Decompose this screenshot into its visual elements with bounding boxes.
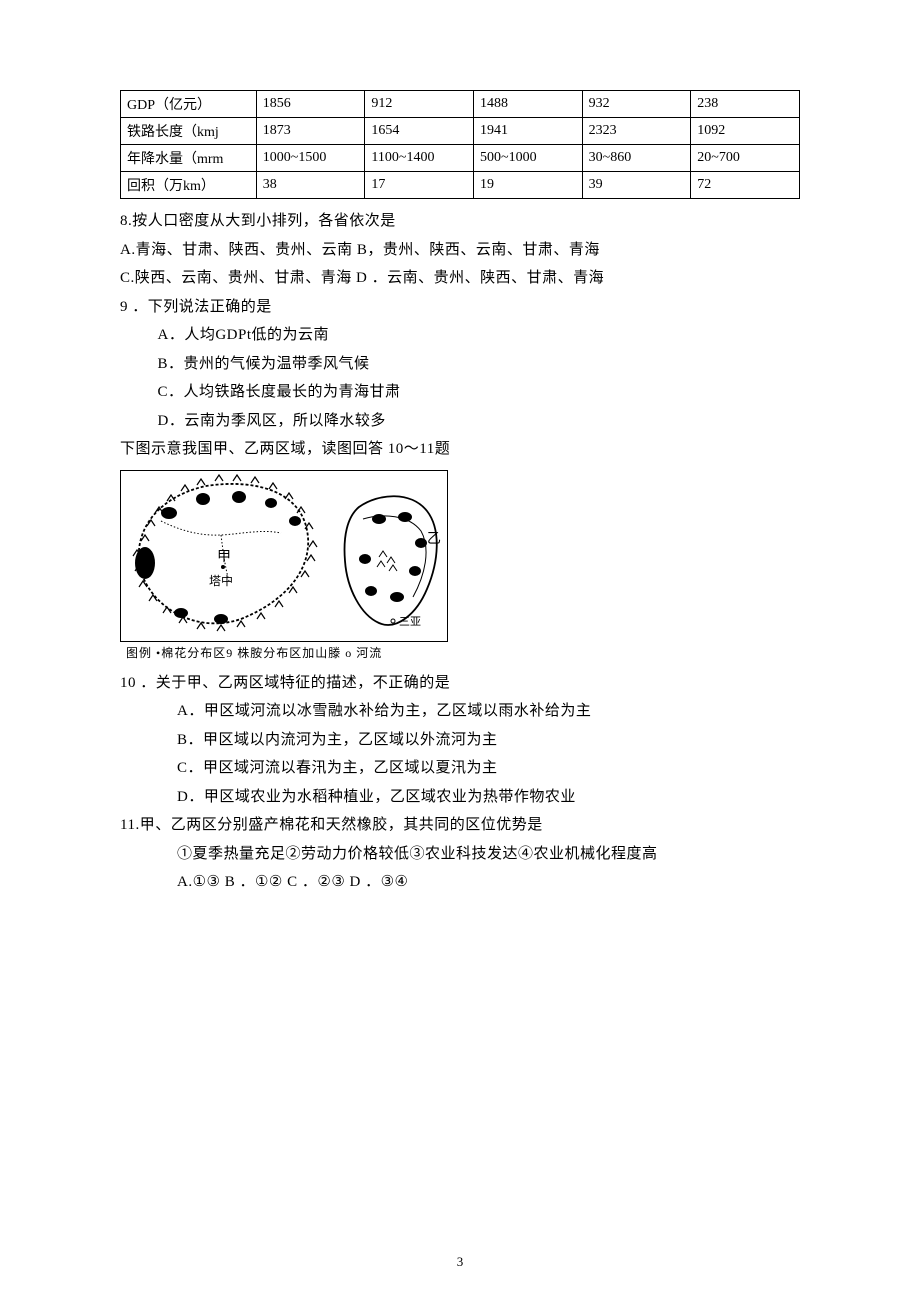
- cell-label: 年降水量（mrm: [121, 145, 257, 172]
- table-row: 铁路长度（kmj 1873 1654 1941 2323 1092: [121, 118, 800, 145]
- sanya-label: 三亚: [399, 616, 421, 628]
- cell: 30~860: [582, 145, 691, 172]
- table-row: 回积（万km） 38 17 19 39 72: [121, 172, 800, 199]
- cell: 72: [691, 172, 800, 199]
- cell: 932: [582, 91, 691, 118]
- cell: 19: [474, 172, 583, 199]
- cell: 238: [691, 91, 800, 118]
- cell: 1941: [474, 118, 583, 145]
- q9-option-b: B．贵州的气候为温带季风气候: [120, 350, 800, 379]
- cell: 20~700: [691, 145, 800, 172]
- q9-option-d: D．云南为季风区，所以降水较多: [120, 407, 800, 436]
- q11-conditions: ①夏季热量充足②劳动力价格较低③农业科技发达④农业机械化程度高: [120, 840, 800, 869]
- q11-options: A.①③ B ．①② C ．②③ D ．③④: [120, 868, 800, 897]
- q10-option-a: A．甲区域河流以冰雪融水补给为主，乙区域以雨水补给为主: [120, 697, 800, 726]
- cell: 1488: [474, 91, 583, 118]
- table-row: 年降水量（mrm 1000~1500 1100~1400 500~1000 30…: [121, 145, 800, 172]
- tazhong-label: 塔中: [209, 573, 233, 588]
- q10-stem: 10 ．关于甲、乙两区域特征的描述，不正确的是: [120, 669, 800, 698]
- figure-legend: 图例 •棉花分布区9 株胺分布区加山滕 o 河流: [126, 644, 800, 661]
- page-number: 3: [0, 1254, 920, 1270]
- map-svg-icon: 甲 塔中 乙 三亚: [121, 471, 447, 641]
- q9-option-a: A．人均GDPt低的为云南: [120, 321, 800, 350]
- q8-options-cd: C.陕西、云南、贵州、甘肃、青海 D ．云南、贵州、陕西、甘肃、青海: [120, 264, 800, 293]
- jia-label: 甲: [217, 550, 231, 565]
- cell: 1856: [256, 91, 365, 118]
- cell: 912: [365, 91, 474, 118]
- q8-stem: 8.按人口密度从大到小排列，各省依次是: [120, 207, 800, 236]
- cell-label: 铁路长度（kmj: [121, 118, 257, 145]
- intro-10-11: 下图示意我国甲、乙两区域，读图回答 10～11题: [120, 435, 800, 464]
- q10-option-d: D．甲区域农业为水稻种植业，乙区域农业为热带作物农业: [120, 783, 800, 812]
- q9-option-c: C．人均铁路长度最长的为青海甘肃: [120, 378, 800, 407]
- cell-label: GDP（亿元）: [121, 91, 257, 118]
- q11-stem: 11.甲、乙两区分别盛产棉花和天然橡胶，其共同的区位优势是: [120, 811, 800, 840]
- cell: 17: [365, 172, 474, 199]
- q10-option-b: B．甲区域以内流河为主，乙区域以外流河为主: [120, 726, 800, 755]
- cell: 1873: [256, 118, 365, 145]
- q9-stem: 9 ．下列说法正确的是: [120, 293, 800, 322]
- data-table: GDP（亿元） 1856 912 1488 932 238 铁路长度（kmj 1…: [120, 90, 800, 199]
- q8-options-ab: A.青海、甘肃、陕西、贵州、云南 B，贵州、陕西、云南、甘肃、青海: [120, 236, 800, 265]
- cell-label: 回积（万km）: [121, 172, 257, 199]
- cell: 1092: [691, 118, 800, 145]
- table-row: GDP（亿元） 1856 912 1488 932 238: [121, 91, 800, 118]
- cell: 1654: [365, 118, 474, 145]
- map-figure: 甲 塔中 乙 三亚: [120, 470, 448, 642]
- cell: 500~1000: [474, 145, 583, 172]
- cell: 1000~1500: [256, 145, 365, 172]
- cell: 1100~1400: [365, 145, 474, 172]
- cell: 2323: [582, 118, 691, 145]
- yi-label: 乙: [427, 531, 441, 547]
- cell: 38: [256, 172, 365, 199]
- cell: 39: [582, 172, 691, 199]
- q10-option-c: C．甲区域河流以春汛为主，乙区域以夏汛为主: [120, 754, 800, 783]
